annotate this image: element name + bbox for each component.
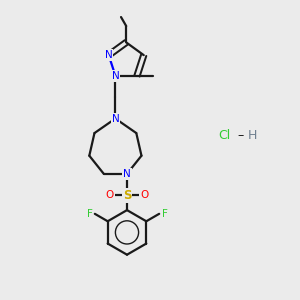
Text: O: O — [140, 190, 148, 200]
Text: N: N — [123, 169, 131, 179]
Text: –: – — [238, 129, 244, 142]
Text: F: F — [86, 209, 92, 219]
Text: N: N — [112, 71, 119, 81]
Text: F: F — [162, 209, 167, 219]
Text: H: H — [248, 129, 257, 142]
Text: N: N — [105, 50, 112, 60]
Text: S: S — [123, 189, 131, 202]
Text: O: O — [106, 190, 114, 200]
Text: N: N — [112, 113, 119, 124]
Text: Cl: Cl — [218, 129, 230, 142]
